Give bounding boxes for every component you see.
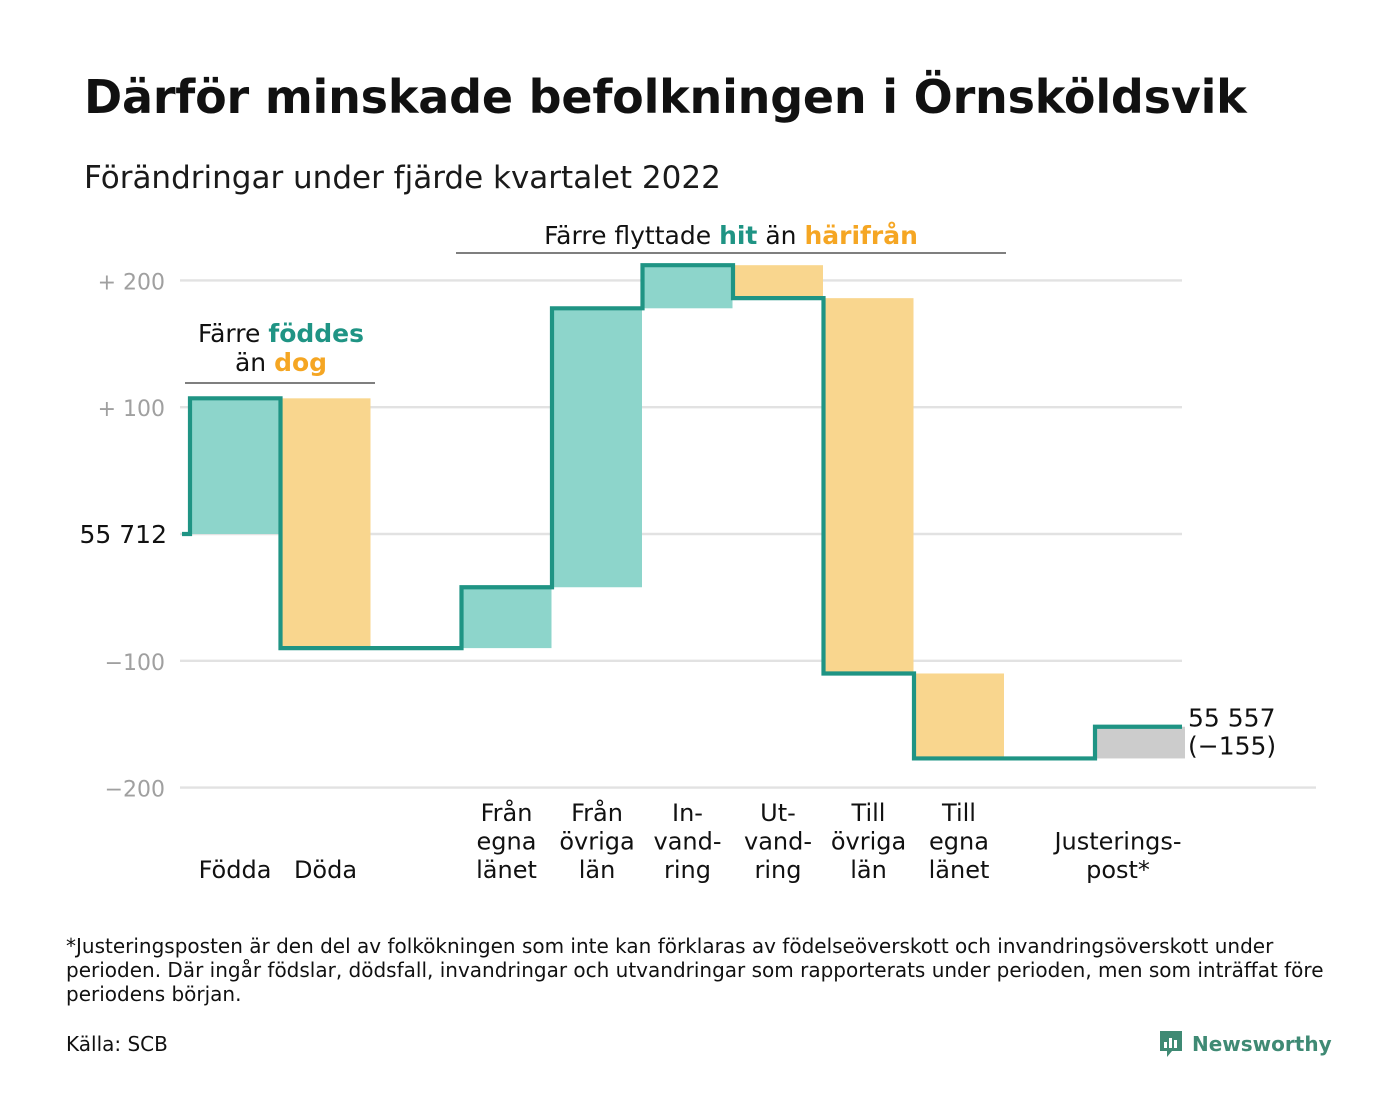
- category-label: övriga: [559, 828, 634, 856]
- category-label: vand-: [653, 828, 721, 856]
- category-label: övriga: [831, 828, 906, 856]
- y-tick-label: −200: [105, 778, 165, 803]
- category-label: ring: [755, 856, 802, 884]
- footnote: *Justeringsposten är den del av folkökni…: [66, 934, 1324, 1006]
- category-label: Från: [571, 798, 623, 827]
- category-label: post*: [1086, 856, 1150, 884]
- annotation-births-deaths: Färre föddes: [198, 319, 364, 348]
- annotation-fragment: föddes: [268, 319, 364, 348]
- category-label: egna: [929, 828, 989, 856]
- annotation-fragment: än: [235, 348, 274, 377]
- chart-title: Därför minskade befolkningen i Örnskölds…: [84, 70, 1247, 124]
- bar-födda: [190, 398, 280, 534]
- category-label: Till: [941, 799, 976, 827]
- category-label: egna: [477, 828, 537, 856]
- bar-till-egna-länet: [914, 673, 1004, 759]
- bar-döda: [280, 398, 371, 649]
- bar-justeringspost: [1095, 726, 1185, 759]
- end-value-label: 55 557: [1188, 704, 1275, 733]
- bar-invandring: [642, 265, 733, 309]
- source-label: Källa: SCB: [66, 1032, 168, 1056]
- bar-layer: [190, 265, 1185, 759]
- line-layer: [182, 263, 1182, 761]
- newsworthy-logo-icon: [1160, 1031, 1182, 1057]
- annotation-fragment: härifrån: [804, 221, 917, 250]
- category-label: Ut-: [760, 799, 796, 827]
- category-label: ring: [664, 856, 711, 884]
- category-label: Födda: [199, 856, 272, 884]
- annotation-fragment: än: [757, 221, 804, 250]
- bar-från-övriga-län: [552, 308, 642, 588]
- annotation-fragment: hit: [719, 221, 757, 250]
- cumulative-step-line: [182, 263, 1182, 761]
- y-tick-label: + 200: [98, 270, 165, 295]
- category-label: Till: [851, 799, 886, 827]
- start-value-label: 55 712: [80, 520, 167, 549]
- category-label: länet: [929, 856, 990, 884]
- annotation-births-deaths-line2: än dog: [235, 348, 327, 377]
- category-label: vand-: [744, 828, 812, 856]
- category-label: län: [579, 856, 616, 884]
- end-change-label: (−155): [1188, 732, 1276, 761]
- chart-subtitle: Förändringar under fjärde kvartalet 2022: [84, 160, 721, 196]
- bar-utvandring: [733, 265, 823, 299]
- y-tick-label: + 100: [98, 397, 165, 422]
- y-tick-label: −100: [105, 651, 165, 676]
- category-label: Justerings-: [1052, 828, 1181, 856]
- brand-name: Newsworthy: [1192, 1032, 1332, 1056]
- brand-logo: Newsworthy: [1158, 1026, 1332, 1062]
- category-label: Döda: [294, 856, 357, 884]
- bar-från-egna-länet: [461, 587, 552, 649]
- bar-till-övriga-län: [823, 298, 914, 674]
- annotation-fragment: Färre: [198, 319, 268, 348]
- category-label: Från: [481, 798, 533, 827]
- annotation-migration: Färre flyttade hit än härifrån: [544, 221, 918, 250]
- category-label: länet: [476, 856, 537, 884]
- category-label: län: [850, 856, 887, 884]
- category-label: In-: [672, 799, 703, 827]
- annotation-fragment: dog: [274, 348, 327, 377]
- annotation-fragment: Färre flyttade: [544, 221, 719, 250]
